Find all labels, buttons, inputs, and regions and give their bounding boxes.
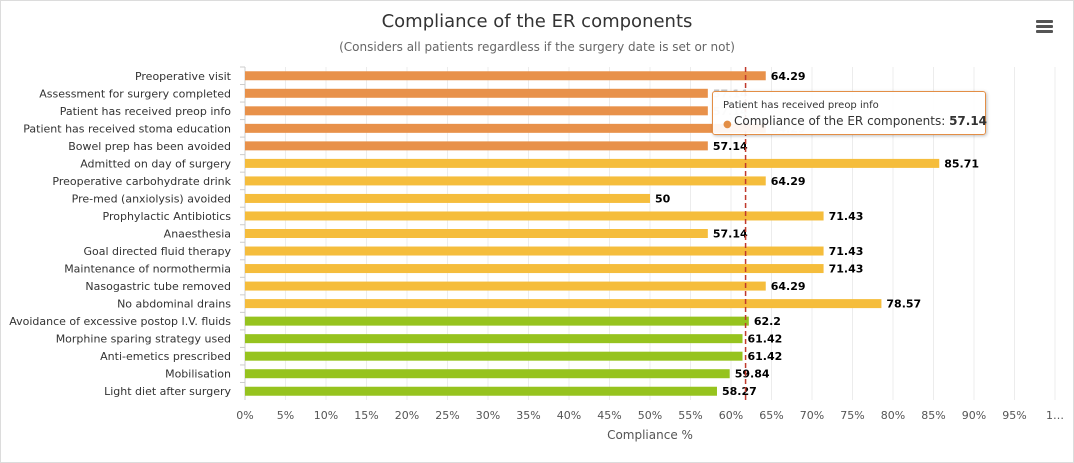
- data-label: 64.29: [771, 175, 806, 188]
- category-label: Anti-emetics prescribed: [100, 350, 231, 363]
- category-label: Morphine sparing strategy used: [56, 333, 231, 346]
- bar[interactable]: [245, 281, 766, 291]
- category-label: Patient has received preop info: [60, 105, 232, 118]
- x-tick-label: 75%: [840, 409, 864, 422]
- x-tick-label: 5%: [277, 409, 294, 422]
- bar[interactable]: [245, 193, 650, 203]
- tooltip-row: Compliance of the ER components: 57.14: [734, 114, 987, 128]
- data-label: 71.43: [829, 263, 864, 276]
- category-label: Patient has received stoma education: [23, 122, 231, 135]
- category-label: Admitted on day of surgery: [80, 157, 231, 170]
- x-tick-label: 35%: [516, 409, 540, 422]
- bar[interactable]: [245, 246, 824, 256]
- category-label: Prophylactic Antibiotics: [103, 210, 232, 223]
- bar[interactable]: [245, 88, 708, 98]
- x-tick-label: 80%: [881, 409, 905, 422]
- data-label: 71.43: [829, 245, 864, 258]
- x-tick-label: 0%: [236, 409, 253, 422]
- x-tick-label: 20%: [395, 409, 419, 422]
- category-label: Preoperative carbohydrate drink: [52, 175, 231, 188]
- tooltip: Patient has received preop info ● Compli…: [712, 91, 987, 135]
- category-label: No abdominal drains: [117, 298, 231, 311]
- x-tick-label: 50%: [638, 409, 662, 422]
- tooltip-header: Patient has received preop info: [723, 100, 879, 111]
- data-label: 64.29: [771, 70, 806, 83]
- bar[interactable]: [245, 229, 708, 238]
- category-label: Anaesthesia: [164, 228, 231, 241]
- bar[interactable]: [245, 211, 824, 221]
- category-label: Bowel prep has been avoided: [68, 140, 231, 153]
- x-tick-label: 55%: [678, 409, 702, 422]
- x-tick-label: 90%: [962, 409, 986, 422]
- x-tick-label: 65%: [759, 409, 783, 422]
- x-tick-label: 85%: [921, 409, 945, 422]
- data-label: 61.42: [748, 333, 783, 346]
- category-label: Light diet after surgery: [104, 385, 231, 398]
- category-label: Assessment for surgery completed: [39, 87, 231, 100]
- tooltip-bullet-icon: ●: [723, 119, 732, 130]
- x-tick-label: 60%: [719, 409, 743, 422]
- bar[interactable]: [245, 316, 749, 326]
- x-tick-label: 70%: [800, 409, 824, 422]
- bar[interactable]: [245, 123, 766, 133]
- data-label: 50: [655, 192, 671, 205]
- category-label: Maintenance of normothermia: [64, 263, 231, 276]
- bar[interactable]: [245, 299, 882, 309]
- bar[interactable]: [245, 386, 717, 396]
- data-label: 64.29: [771, 280, 806, 293]
- bar[interactable]: [245, 71, 766, 81]
- x-tick-label: 1…: [1046, 409, 1064, 422]
- bar[interactable]: [245, 176, 766, 186]
- data-label: 58.27: [722, 385, 757, 398]
- data-label: 61.42: [748, 350, 783, 363]
- data-label: 85.71: [944, 157, 979, 170]
- tooltip-value: 57.14: [949, 114, 988, 128]
- bar[interactable]: [245, 334, 743, 344]
- x-tick-label: 30%: [476, 409, 500, 422]
- data-label: 57.14: [713, 228, 748, 241]
- bar[interactable]: [245, 369, 730, 379]
- category-label: Goal directed fluid therapy: [84, 245, 232, 258]
- chart-subtitle: (Considers all patients regardless if th…: [339, 40, 735, 54]
- data-label: 62.2: [754, 315, 781, 328]
- hamburger-menu-icon[interactable]: [1035, 19, 1055, 35]
- x-tick-label: 10%: [314, 409, 338, 422]
- chart-title: Compliance of the ER components: [381, 11, 693, 32]
- bar[interactable]: [245, 141, 708, 151]
- data-label: 78.57: [886, 298, 921, 311]
- data-label: 59.84: [735, 368, 770, 381]
- bar[interactable]: [245, 158, 940, 168]
- x-tick-label: 45%: [597, 409, 621, 422]
- x-tick-label: 95%: [1002, 409, 1026, 422]
- data-label: 71.43: [829, 210, 864, 223]
- category-label: Preoperative visit: [135, 70, 232, 83]
- x-tick-label: 40%: [557, 409, 581, 422]
- x-axis-title: Compliance %: [607, 428, 693, 442]
- bar[interactable]: [245, 351, 743, 361]
- bar[interactable]: [245, 264, 824, 274]
- bar[interactable]: [245, 106, 708, 116]
- category-label: Nasogastric tube removed: [85, 280, 231, 293]
- category-label: Avoidance of excessive postop I.V. fluid…: [9, 315, 231, 328]
- category-label: Mobilisation: [165, 368, 231, 381]
- x-tick-label: 15%: [354, 409, 378, 422]
- tooltip-series-name: Compliance of the ER components:: [734, 114, 950, 128]
- category-label: Pre-med (anxiolysis) avoided: [72, 192, 231, 205]
- x-tick-label: 25%: [435, 409, 459, 422]
- data-label: 57.14: [713, 140, 748, 153]
